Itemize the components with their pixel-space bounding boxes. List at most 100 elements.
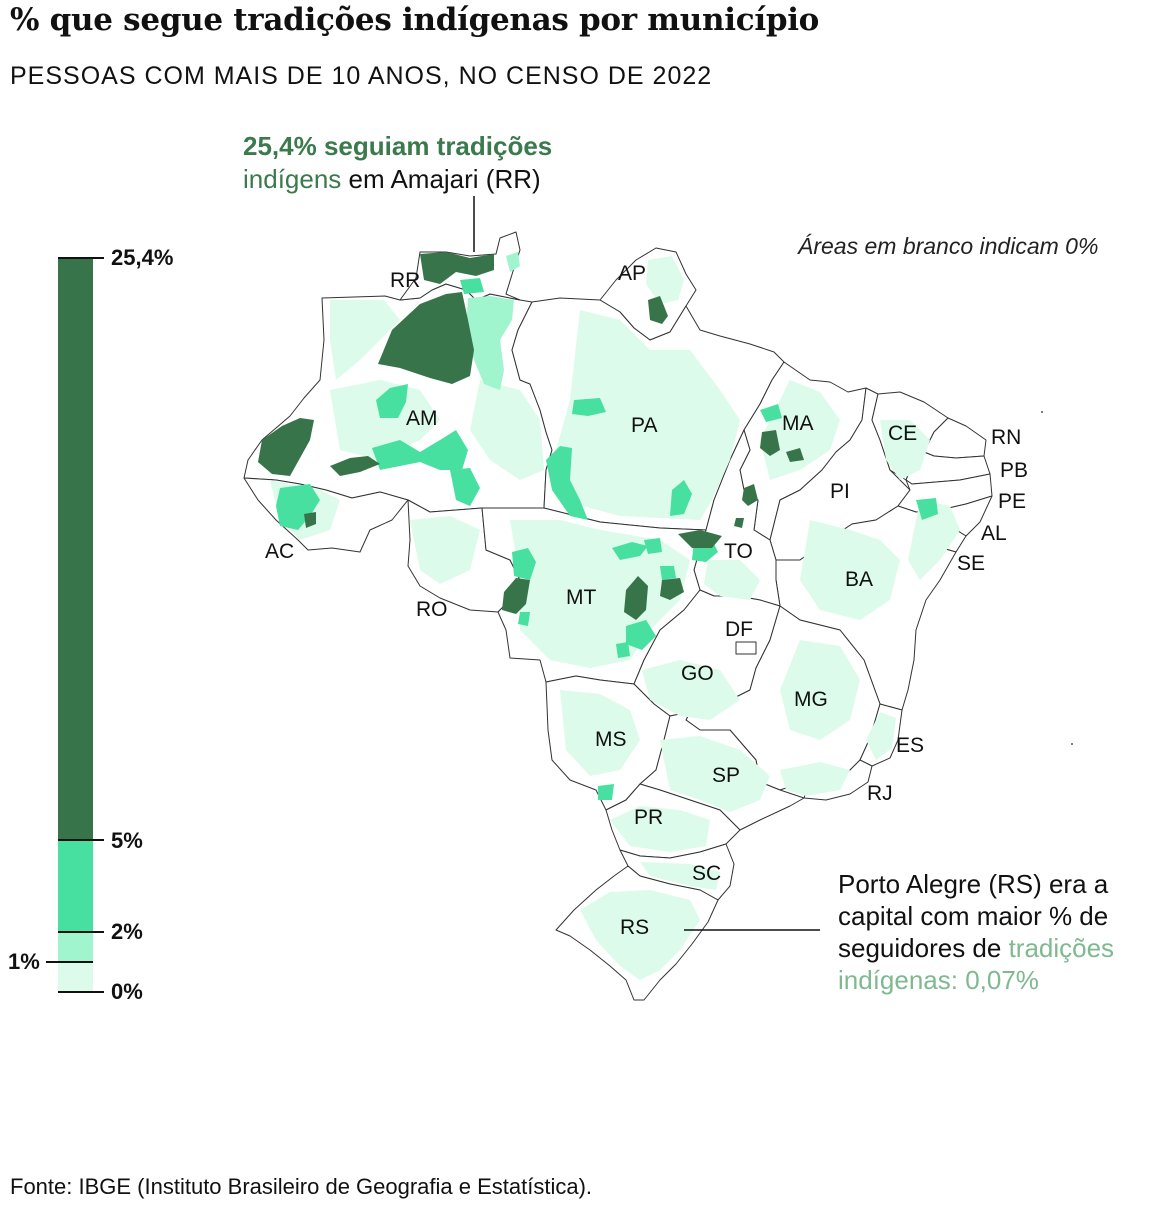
pale-patch [908,500,960,580]
porto-alegre-highlight-1: tradições [1008,933,1115,963]
mid-patch [644,538,662,554]
state-df [735,641,757,655]
legend-tick-label: 5% [111,828,143,853]
label-ro: RO [416,598,448,621]
light-patch [466,296,514,390]
legend-bin-light [58,932,93,962]
legend-tick-label: 25,4% [111,245,173,270]
mid-patch [572,398,606,416]
label-sc: SC [692,862,721,885]
mid-patch [616,642,630,658]
amajari-highlight: 25,4% seguiam tradições [243,131,553,161]
label-se: SE [957,552,985,575]
pale-patch [560,690,640,776]
dark-patch [378,292,474,384]
mid-patch [518,612,530,626]
fill-light-areas [466,252,520,390]
pale-patch [556,310,740,520]
mid-patch [760,404,782,422]
porto-alegre-text-2: capital com maior % de [838,901,1109,931]
pale-patch [866,712,896,760]
state-labels: RR AP AM PA MA CE RN PB PE PI AL SE AC T… [265,262,1028,939]
legend-bin-mid [58,840,93,932]
label-rs: RS [620,916,649,939]
label-ma: MA [782,412,814,435]
mid-patch [626,620,656,650]
dark-patch [648,296,668,324]
mid-patch [450,468,480,506]
label-ba: BA [845,568,873,591]
dark-patch [258,418,314,476]
mid-patch [660,566,676,580]
label-mg: MG [794,688,828,711]
pale-patch [780,640,860,740]
label-ce: CE [888,422,917,445]
dark-patch [786,448,804,462]
pale-patch [780,762,850,796]
label-am: AM [406,407,438,430]
label-to: TO [724,540,753,563]
mid-patch [372,430,468,470]
pale-patch [800,520,900,620]
label-mt: MT [566,586,596,609]
pale-patch [470,380,544,480]
fill-dark-areas [258,252,804,620]
label-rn: RN [991,426,1021,449]
dark-patch [734,518,744,528]
legend-tick-label: 1% [8,949,40,974]
blank-areas-note: Áreas em branco indicam 0% [798,233,1099,259]
island-dot [1071,743,1073,745]
legend-tick-label: 0% [111,979,143,1004]
mid-patch [916,498,938,520]
label-rr: RR [390,269,420,292]
label-al: AL [981,522,1007,545]
mid-patch [670,480,692,516]
label-pb: PB [1000,459,1028,482]
pale-patch [330,300,400,380]
pale-patch [330,380,440,460]
pale-patch [880,420,930,480]
source-note: Fonte: IBGE (Instituto Brasileiro de Geo… [10,1174,593,1199]
pale-patch [580,890,700,980]
label-ac: AC [265,540,294,563]
legend-bin-dark [58,258,93,840]
label-pi: PI [830,480,850,503]
chart-subtitle: PESSOAS COM MAIS DE 10 ANOS, NO CENSO DE… [10,62,713,90]
legend-bin-pale [58,962,93,992]
pale-patch [610,806,710,852]
light-patch [506,252,520,272]
label-rj: RJ [867,782,893,805]
label-ms: MS [595,728,627,751]
dark-patch [660,578,684,600]
amajari-text: em Amajari (RR) [341,164,541,194]
amajari-annotation: 25,4% seguiam tradições indígens em Amaj… [243,130,552,196]
color-legend: 25,4% 5% 2% 1% 0% [8,245,173,1004]
mid-patch [276,484,320,530]
pale-patch [642,660,740,720]
dark-patch [760,430,780,456]
porto-alegre-annotation: Porto Alegre (RS) era a capital com maio… [838,868,1176,996]
mid-patch [612,542,648,560]
dark-patch [304,512,316,528]
mid-patch [546,446,588,520]
label-ap: AP [618,262,646,285]
chart-title: % que segue tradições indígenas por muni… [10,2,820,38]
label-go: GO [681,662,714,685]
dark-patch [502,578,530,614]
pale-patch [410,516,480,584]
mid-patch [460,278,484,294]
pale-patch [640,862,720,890]
mid-patch [598,784,614,800]
porto-alegre-highlight-2: indígenas: 0,07% [838,965,1039,995]
porto-alegre-text-1: Porto Alegre (RS) era a [838,869,1109,899]
label-pa: PA [631,414,657,437]
island-dot [1041,411,1043,413]
dark-patch [330,456,380,476]
mid-patch [512,548,536,580]
amajari-highlight-2: indígens [243,164,342,194]
label-sp: SP [712,764,740,787]
dark-patch [742,484,758,506]
porto-alegre-text-3: seguidores de [838,933,1009,963]
mid-patch [376,384,408,418]
